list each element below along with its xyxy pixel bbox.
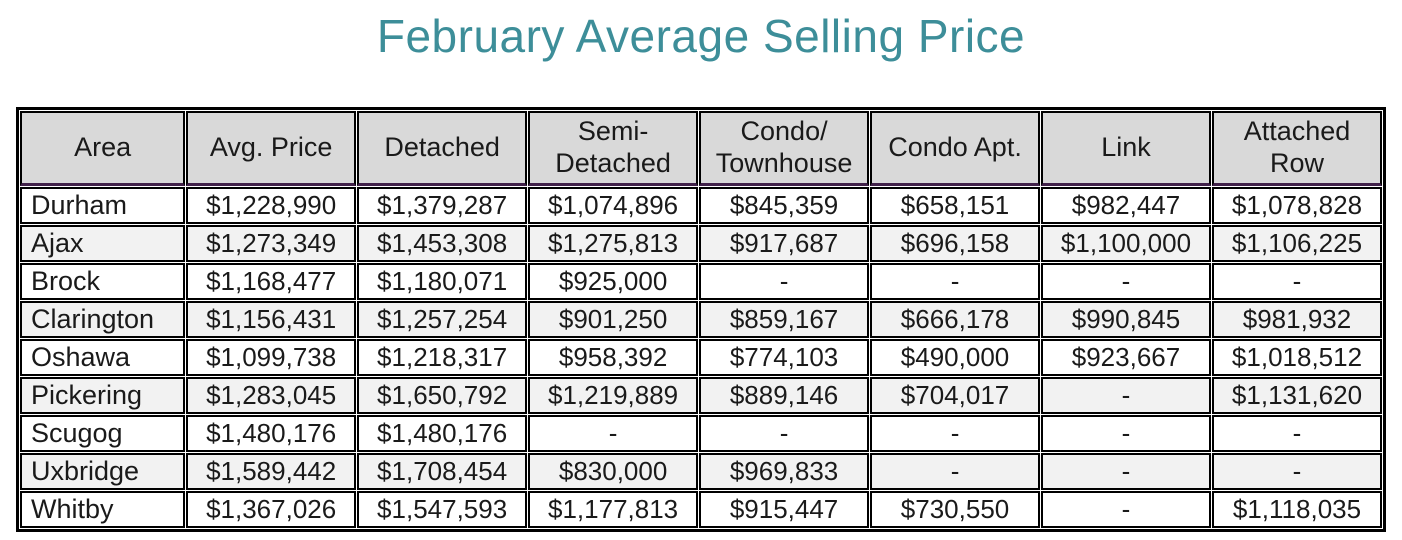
price-cell: $1,118,035 [1211,491,1382,528]
price-cell: $704,017 [870,377,1041,414]
price-cell: $1,379,287 [357,187,528,224]
price-cell: $1,106,225 [1211,225,1382,262]
column-header-condo-apt: Condo Apt. [870,111,1041,186]
page-title: February Average Selling Price [376,10,1026,62]
price-cell: - [870,263,1041,300]
price-cell: - [528,415,699,452]
price-cell: $1,257,254 [357,301,528,338]
price-cell: - [1041,263,1211,300]
area-cell: Durham [20,187,186,224]
price-cell: $969,833 [699,453,870,490]
price-cell: $1,367,026 [186,491,357,528]
price-cell: $915,447 [699,491,870,528]
price-cell: $1,099,738 [186,339,357,376]
area-cell: Pickering [20,377,186,414]
price-cell: $658,151 [870,187,1041,224]
price-cell: $1,156,431 [186,301,357,338]
table-header: Area Avg. Price Detached Semi- Detached Cond… [20,111,1382,186]
price-cell: $845,359 [699,187,870,224]
column-header-detached: Detached [357,111,528,186]
price-cell: $1,273,349 [186,225,357,262]
price-cell: $1,131,620 [1211,377,1382,414]
table-row-brock: Brock $1,168,477 $1,180,071 $925,000- - - - [20,263,1382,300]
price-cell: $923,667 [1041,339,1211,376]
price-cell: $1,589,442 [186,453,357,490]
price-cell: $730,550 [870,491,1041,528]
price-cell: $958,392 [528,339,699,376]
column-header-semi-detached: Semi- Detached [528,111,699,186]
area-cell: Scugog [20,415,186,452]
price-cell: $1,275,813 [528,225,699,262]
price-cell: - [1211,263,1382,300]
table-row-whitby: Whitby $1,367,026 $1,547,593 $1,177,813 $915… [20,491,1382,528]
price-table-container: Area Avg. Price Detached Semi- Detached Cond… [16,107,1386,532]
price-cell: - [1211,415,1382,452]
price-cell: - [699,415,870,452]
price-cell: $1,180,071 [357,263,528,300]
column-header-area: Area [20,111,186,186]
price-cell: $1,283,045 [186,377,357,414]
column-header-attached-row: Attached Row [1211,111,1382,186]
price-cell: - [1041,491,1211,528]
table-row-pickering: Pickering $1,283,045 $1,650,792 $1,219,889 $… [20,377,1382,414]
table-row-durham: Durham $1,228,990 $1,379,287 $1,074,896 $845… [20,187,1382,224]
price-cell: $925,000 [528,263,699,300]
price-cell: - [1041,453,1211,490]
price-cell: $666,178 [870,301,1041,338]
price-cell: $982,447 [1041,187,1211,224]
column-header-avg-price: Avg. Price [186,111,357,186]
table-row-scugog: Scugog $1,480,176 $1,480,176- - - - - [20,415,1382,452]
column-header-link: Link [1041,111,1211,186]
price-cell: $1,219,889 [528,377,699,414]
price-cell: $1,100,000 [1041,225,1211,262]
area-cell: Clarington [20,301,186,338]
price-cell: - [1211,453,1382,490]
price-cell: $981,932 [1211,301,1382,338]
price-cell: $1,480,176 [357,415,528,452]
price-cell: $1,547,593 [357,491,528,528]
price-cell: $1,168,477 [186,263,357,300]
price-cell: $990,845 [1041,301,1211,338]
price-cell: $696,158 [870,225,1041,262]
price-cell: $917,687 [699,225,870,262]
price-cell: $1,218,317 [357,339,528,376]
column-header-condo-townhouse: Condo/ Townhouse [699,111,870,186]
price-cell: - [870,415,1041,452]
price-cell: $1,074,896 [528,187,699,224]
table-row-ajax: Ajax $1,273,349 $1,453,308 $1,275,813 $917,6… [20,225,1382,262]
price-cell: $1,018,512 [1211,339,1382,376]
page: February Average Selling Price Area Avg. … [0,10,1402,540]
price-cell: $1,228,990 [186,187,357,224]
price-cell: $1,078,828 [1211,187,1382,224]
area-cell: Ajax [20,225,186,262]
area-cell: Oshawa [20,339,186,376]
price-cell: - [699,263,870,300]
price-cell: - [1041,377,1211,414]
price-cell: $1,453,308 [357,225,528,262]
table-header-row: Area Avg. Price Detached Semi- Detached Cond… [20,111,1382,186]
price-cell: $901,250 [528,301,699,338]
average-selling-price-table: Area Avg. Price Detached Semi- Detached Cond… [16,107,1386,532]
price-cell: $774,103 [699,339,870,376]
price-cell: $1,708,454 [357,453,528,490]
table-row-oshawa: Oshawa $1,099,738 $1,218,317 $958,392 $774,1… [20,339,1382,376]
price-cell: $1,480,176 [186,415,357,452]
price-cell: $1,177,813 [528,491,699,528]
price-cell: $830,000 [528,453,699,490]
area-cell: Whitby [20,491,186,528]
price-cell: - [870,453,1041,490]
price-cell: $889,146 [699,377,870,414]
area-cell: Brock [20,263,186,300]
table-row-uxbridge: Uxbridge $1,589,442 $1,708,454 $830,000 $969… [20,453,1382,490]
price-cell: $1,650,792 [357,377,528,414]
price-cell: - [1041,415,1211,452]
price-cell: $859,167 [699,301,870,338]
price-cell: $490,000 [870,339,1041,376]
table-row-clarington: Clarington $1,156,431 $1,257,254 $901,250 $8… [20,301,1382,338]
table-body: Durham $1,228,990 $1,379,287 $1,074,896 $845… [20,187,1382,528]
area-cell: Uxbridge [20,453,186,490]
